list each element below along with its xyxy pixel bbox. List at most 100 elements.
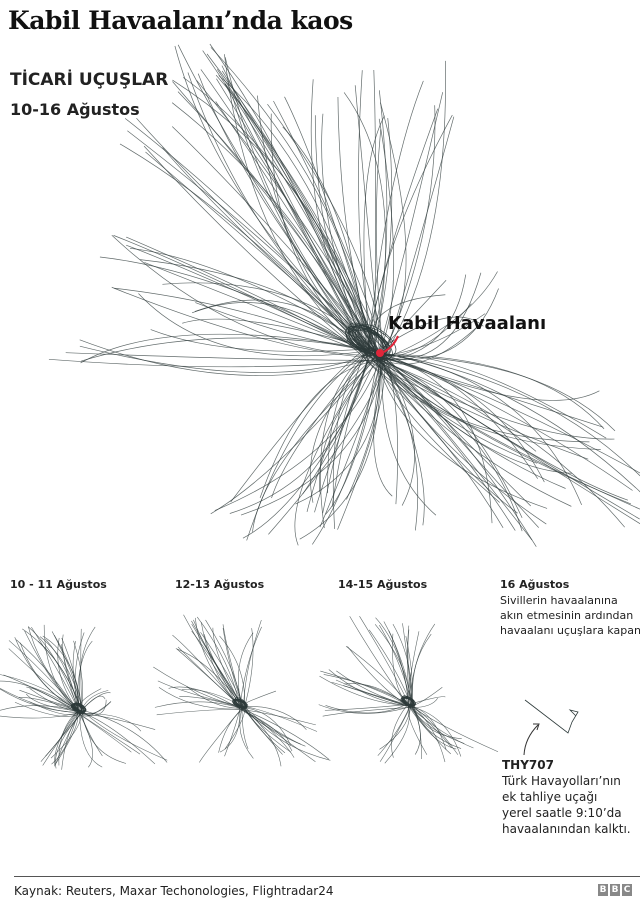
flight-path	[79, 339, 366, 376]
page-title: Kabil Havaalanı’nda kaos	[8, 6, 353, 35]
flight-path	[113, 235, 385, 363]
flight-path	[78, 713, 142, 732]
flight-path	[367, 80, 424, 349]
description-line: havaalanı uçuşlara kapandı	[500, 624, 640, 637]
flight-path	[331, 681, 411, 706]
flight-path	[374, 355, 604, 428]
flight-path	[373, 350, 640, 493]
flight-path	[346, 354, 380, 500]
flight-path	[196, 80, 383, 349]
thy707-note: THY707 Türk Havayolları’nın ek tahliye u…	[502, 757, 631, 837]
flight-path	[367, 353, 516, 531]
flight-path	[319, 359, 381, 493]
flight-path	[314, 115, 382, 353]
flight-path	[374, 356, 548, 509]
flight-path	[174, 45, 379, 352]
panel-4-description: Sivillerin havaalanına akın etmesinin ar…	[500, 593, 640, 638]
panel-title-3: 14-15 Ağustos	[338, 578, 428, 591]
flight-path	[309, 351, 381, 503]
flight-path	[239, 706, 254, 759]
flight-path	[273, 100, 385, 349]
flight-path	[78, 713, 132, 753]
flight-path	[246, 351, 369, 541]
flight-path	[82, 710, 168, 761]
flight-path	[408, 705, 452, 755]
flight-path	[383, 359, 415, 506]
flight-path	[241, 709, 316, 763]
flight-path	[119, 143, 366, 352]
flight-path	[322, 348, 367, 514]
flight-path	[378, 360, 523, 532]
flight-path	[55, 713, 79, 764]
flight-path	[331, 350, 374, 508]
flight-path	[371, 359, 566, 489]
flight-path	[81, 337, 377, 362]
note-line: havaalanından kalktı.	[502, 822, 631, 836]
flight-path	[376, 288, 499, 361]
subtitle: TİCARİ UÇUŞLAR	[10, 70, 169, 90]
flight-path	[232, 96, 371, 352]
flight-path	[409, 706, 474, 749]
flight-path	[406, 703, 452, 749]
flight-path	[325, 703, 408, 714]
flight-path	[202, 50, 382, 359]
flight-path	[125, 236, 371, 357]
flight-path	[210, 348, 382, 515]
flight-path	[99, 256, 366, 351]
source-credit: Kaynak: Reuters, Maxar Techonologies, Fl…	[14, 884, 334, 898]
flight-path	[375, 129, 385, 362]
flight-path	[380, 354, 600, 401]
flight-path	[214, 361, 381, 511]
flight-path	[367, 361, 601, 450]
flight-path	[3, 674, 81, 713]
flight-path	[81, 711, 126, 764]
flight-path	[48, 358, 379, 368]
flight-path	[182, 77, 385, 350]
flight-path	[384, 705, 410, 764]
flight-path	[209, 43, 367, 351]
flight-path	[241, 708, 249, 749]
flight-path	[363, 115, 385, 350]
holding-loop	[71, 703, 85, 712]
flight-path	[312, 352, 379, 545]
flight-path	[224, 708, 245, 750]
flight-path	[114, 287, 378, 359]
flight-path	[61, 637, 80, 713]
flight-path	[244, 706, 331, 761]
flight-path	[240, 708, 316, 726]
flight-path	[218, 709, 243, 753]
flight-path	[244, 628, 254, 708]
flight-path	[407, 704, 499, 753]
flight-path	[0, 688, 78, 713]
flight-path	[62, 634, 79, 712]
airport-marker-icon	[376, 349, 384, 357]
flight-path	[343, 92, 386, 349]
holding-loop	[233, 698, 247, 708]
flight-path	[354, 85, 381, 358]
flight-path	[51, 710, 79, 765]
flight-path	[243, 619, 262, 707]
flight-path	[222, 624, 244, 708]
flight-path	[158, 687, 241, 710]
flight-path	[380, 102, 407, 351]
pointer-arrow-icon	[523, 724, 539, 756]
flight-path	[383, 274, 467, 362]
flight-path	[302, 359, 368, 495]
flight-path	[124, 118, 372, 353]
flight-path	[383, 356, 493, 524]
flight-path	[371, 118, 393, 354]
note-line: Türk Havayolları’nın	[502, 774, 621, 788]
panel-title-4: 16 Ağustos	[500, 578, 570, 591]
holding-loop	[400, 697, 414, 706]
flight-path	[377, 360, 500, 503]
flight-path	[370, 355, 616, 432]
flight-path	[58, 710, 79, 766]
flight-path	[336, 670, 408, 707]
flight-path	[372, 316, 484, 355]
flight-path	[229, 359, 368, 514]
flight-path	[318, 704, 413, 714]
flight-path	[79, 345, 377, 373]
flight-path	[411, 704, 446, 763]
